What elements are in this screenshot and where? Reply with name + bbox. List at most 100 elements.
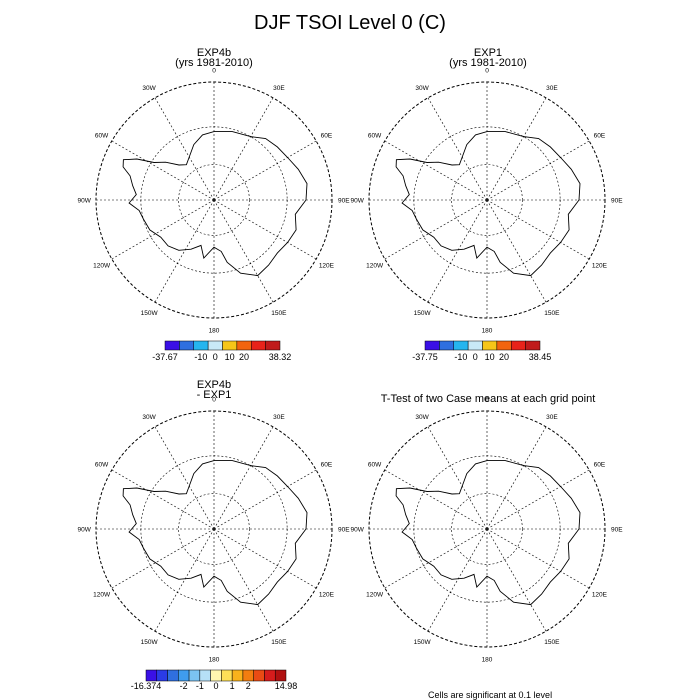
meridian-line <box>213 199 317 260</box>
panel-1-title: EXP4b (yrs 1981-2010) <box>114 47 314 69</box>
colorbar-swatch <box>236 340 252 351</box>
meridian-line <box>213 426 274 530</box>
longitude-label: 30E <box>273 85 285 92</box>
longitude-label: 150E <box>544 310 560 317</box>
meridian-line <box>213 97 274 201</box>
colorbar-tick-label: -10 <box>454 352 467 362</box>
longitude-label: 150W <box>414 310 432 317</box>
longitude-label: 30W <box>415 85 429 92</box>
colorbar-swatch <box>251 340 266 351</box>
antarctica-coastline <box>122 460 308 606</box>
colorbar-swatch <box>274 669 287 682</box>
colorbar-swatch <box>511 340 526 351</box>
meridian-line <box>384 140 488 201</box>
meridian-line <box>154 426 215 530</box>
colorbar-swatch <box>231 669 244 682</box>
colorbar-swatch <box>467 340 483 351</box>
colorbar-swatch <box>439 340 454 351</box>
meridian-line <box>154 97 215 201</box>
meridian-line <box>427 199 488 303</box>
longitude-label: 30W <box>415 414 429 421</box>
meridian-line <box>427 528 488 632</box>
panel-3-title-line2: - EXP1 <box>196 389 232 401</box>
colorbar-swatch <box>482 340 498 351</box>
colorbar-swatch <box>222 340 238 351</box>
polar-map-4: 0 30E 60E 90E 120E 150E 180 150W 120W 90W 60W 30W <box>351 397 624 664</box>
colorbar-swatch <box>264 669 276 682</box>
longitude-label: 60W <box>95 462 109 469</box>
colorbar-tick-label: 38.32 <box>269 352 292 362</box>
colorbar-tick-label: 1 <box>230 681 235 691</box>
longitude-label: 90E <box>338 527 350 534</box>
antarctica-coastline <box>122 131 308 277</box>
longitude-label: 120E <box>319 591 335 598</box>
meridian-line <box>111 199 215 260</box>
longitude-label: 180 <box>209 327 220 334</box>
colorbar-tick-label: 20 <box>499 352 509 362</box>
longitude-label: 60W <box>95 133 109 140</box>
colorbar-tick-label: 0 <box>473 352 478 362</box>
longitude-label: 0 <box>485 68 489 75</box>
meridian-line <box>486 469 590 530</box>
longitude-label: 60E <box>594 462 606 469</box>
longitude-label: 0 <box>212 397 216 404</box>
longitude-label: 120E <box>319 262 335 269</box>
longitude-label: 150W <box>141 310 159 317</box>
colorbar-tick-label: 20 <box>239 352 249 362</box>
meridian-line <box>486 426 547 530</box>
colorbar-swatch <box>188 669 201 682</box>
colorbar-swatch <box>453 340 469 351</box>
meridian-line <box>154 199 215 303</box>
longitude-label: 150E <box>271 310 287 317</box>
longitude-label: 30E <box>546 414 558 421</box>
longitude-label: 90W <box>351 198 365 205</box>
longitude-label: 60W <box>368 462 382 469</box>
colorbar-swatch <box>193 340 209 351</box>
panel-1-title-line1: EXP4b <box>196 47 232 59</box>
longitude-label: 90W <box>78 527 92 534</box>
longitude-label: 150E <box>544 639 560 646</box>
meridian-line <box>213 528 317 589</box>
longitude-label: 120W <box>93 591 111 598</box>
colorbar-2: -37.75 -10 0 10 20 38.45 <box>412 340 551 362</box>
colorbar-tick-label: 10 <box>485 352 495 362</box>
colorbar-swatch <box>156 669 168 682</box>
longitude-label: 60E <box>321 133 333 140</box>
colorbar-swatch <box>221 669 233 682</box>
longitude-label: 30E <box>546 85 558 92</box>
polar-map-1: 0 30E 60E 90E 120E 150E 180 150W 120W 90W 60W 30W <box>78 68 351 335</box>
longitude-label: 120E <box>592 591 608 598</box>
colorbar-swatch <box>525 340 541 351</box>
longitude-label: 120E <box>592 262 608 269</box>
longitude-label: 120W <box>366 262 384 269</box>
longitude-label: 0 <box>485 397 489 404</box>
meridian-line <box>213 199 274 303</box>
meridian-line <box>486 140 590 201</box>
meridian-line <box>384 528 488 589</box>
colorbar-swatch <box>178 669 190 682</box>
colorbar-swatch <box>199 669 211 682</box>
longitude-label: 90W <box>351 527 365 534</box>
colorbar-swatch <box>496 340 512 351</box>
colorbar-3: -16.374 -2 -1 0 1 2 14.98 <box>131 669 298 691</box>
colorbar-tick-label: -37.67 <box>152 352 178 362</box>
latitude-line <box>451 493 523 565</box>
longitude-label: 90E <box>611 527 623 534</box>
panel-2-title-line1: EXP1 <box>473 47 503 59</box>
longitude-label: 60E <box>321 462 333 469</box>
polar-map-3: 0 30E 60E 90E 120E 150E 180 150W 120W 90W 60W 30W <box>78 397 351 664</box>
colorbar-tick-label: 0 <box>213 352 218 362</box>
meridian-line <box>427 97 488 201</box>
colorbar-tick-label: 10 <box>225 352 235 362</box>
longitude-label: 120W <box>93 262 111 269</box>
footer-note: Cells are significant at 0.1 level <box>428 690 553 700</box>
meridian-line <box>213 140 317 201</box>
colorbar-tick-label: 14.98 <box>275 681 298 691</box>
colorbar-tick-label: -10 <box>194 352 207 362</box>
longitude-label: 180 <box>482 327 493 334</box>
meridian-line <box>384 469 488 530</box>
antarctica-coastline <box>395 131 581 277</box>
meridian-line <box>213 469 317 530</box>
colorbar-1: -37.67 -10 0 10 20 38.32 <box>152 340 292 362</box>
meridian-line <box>486 97 547 201</box>
